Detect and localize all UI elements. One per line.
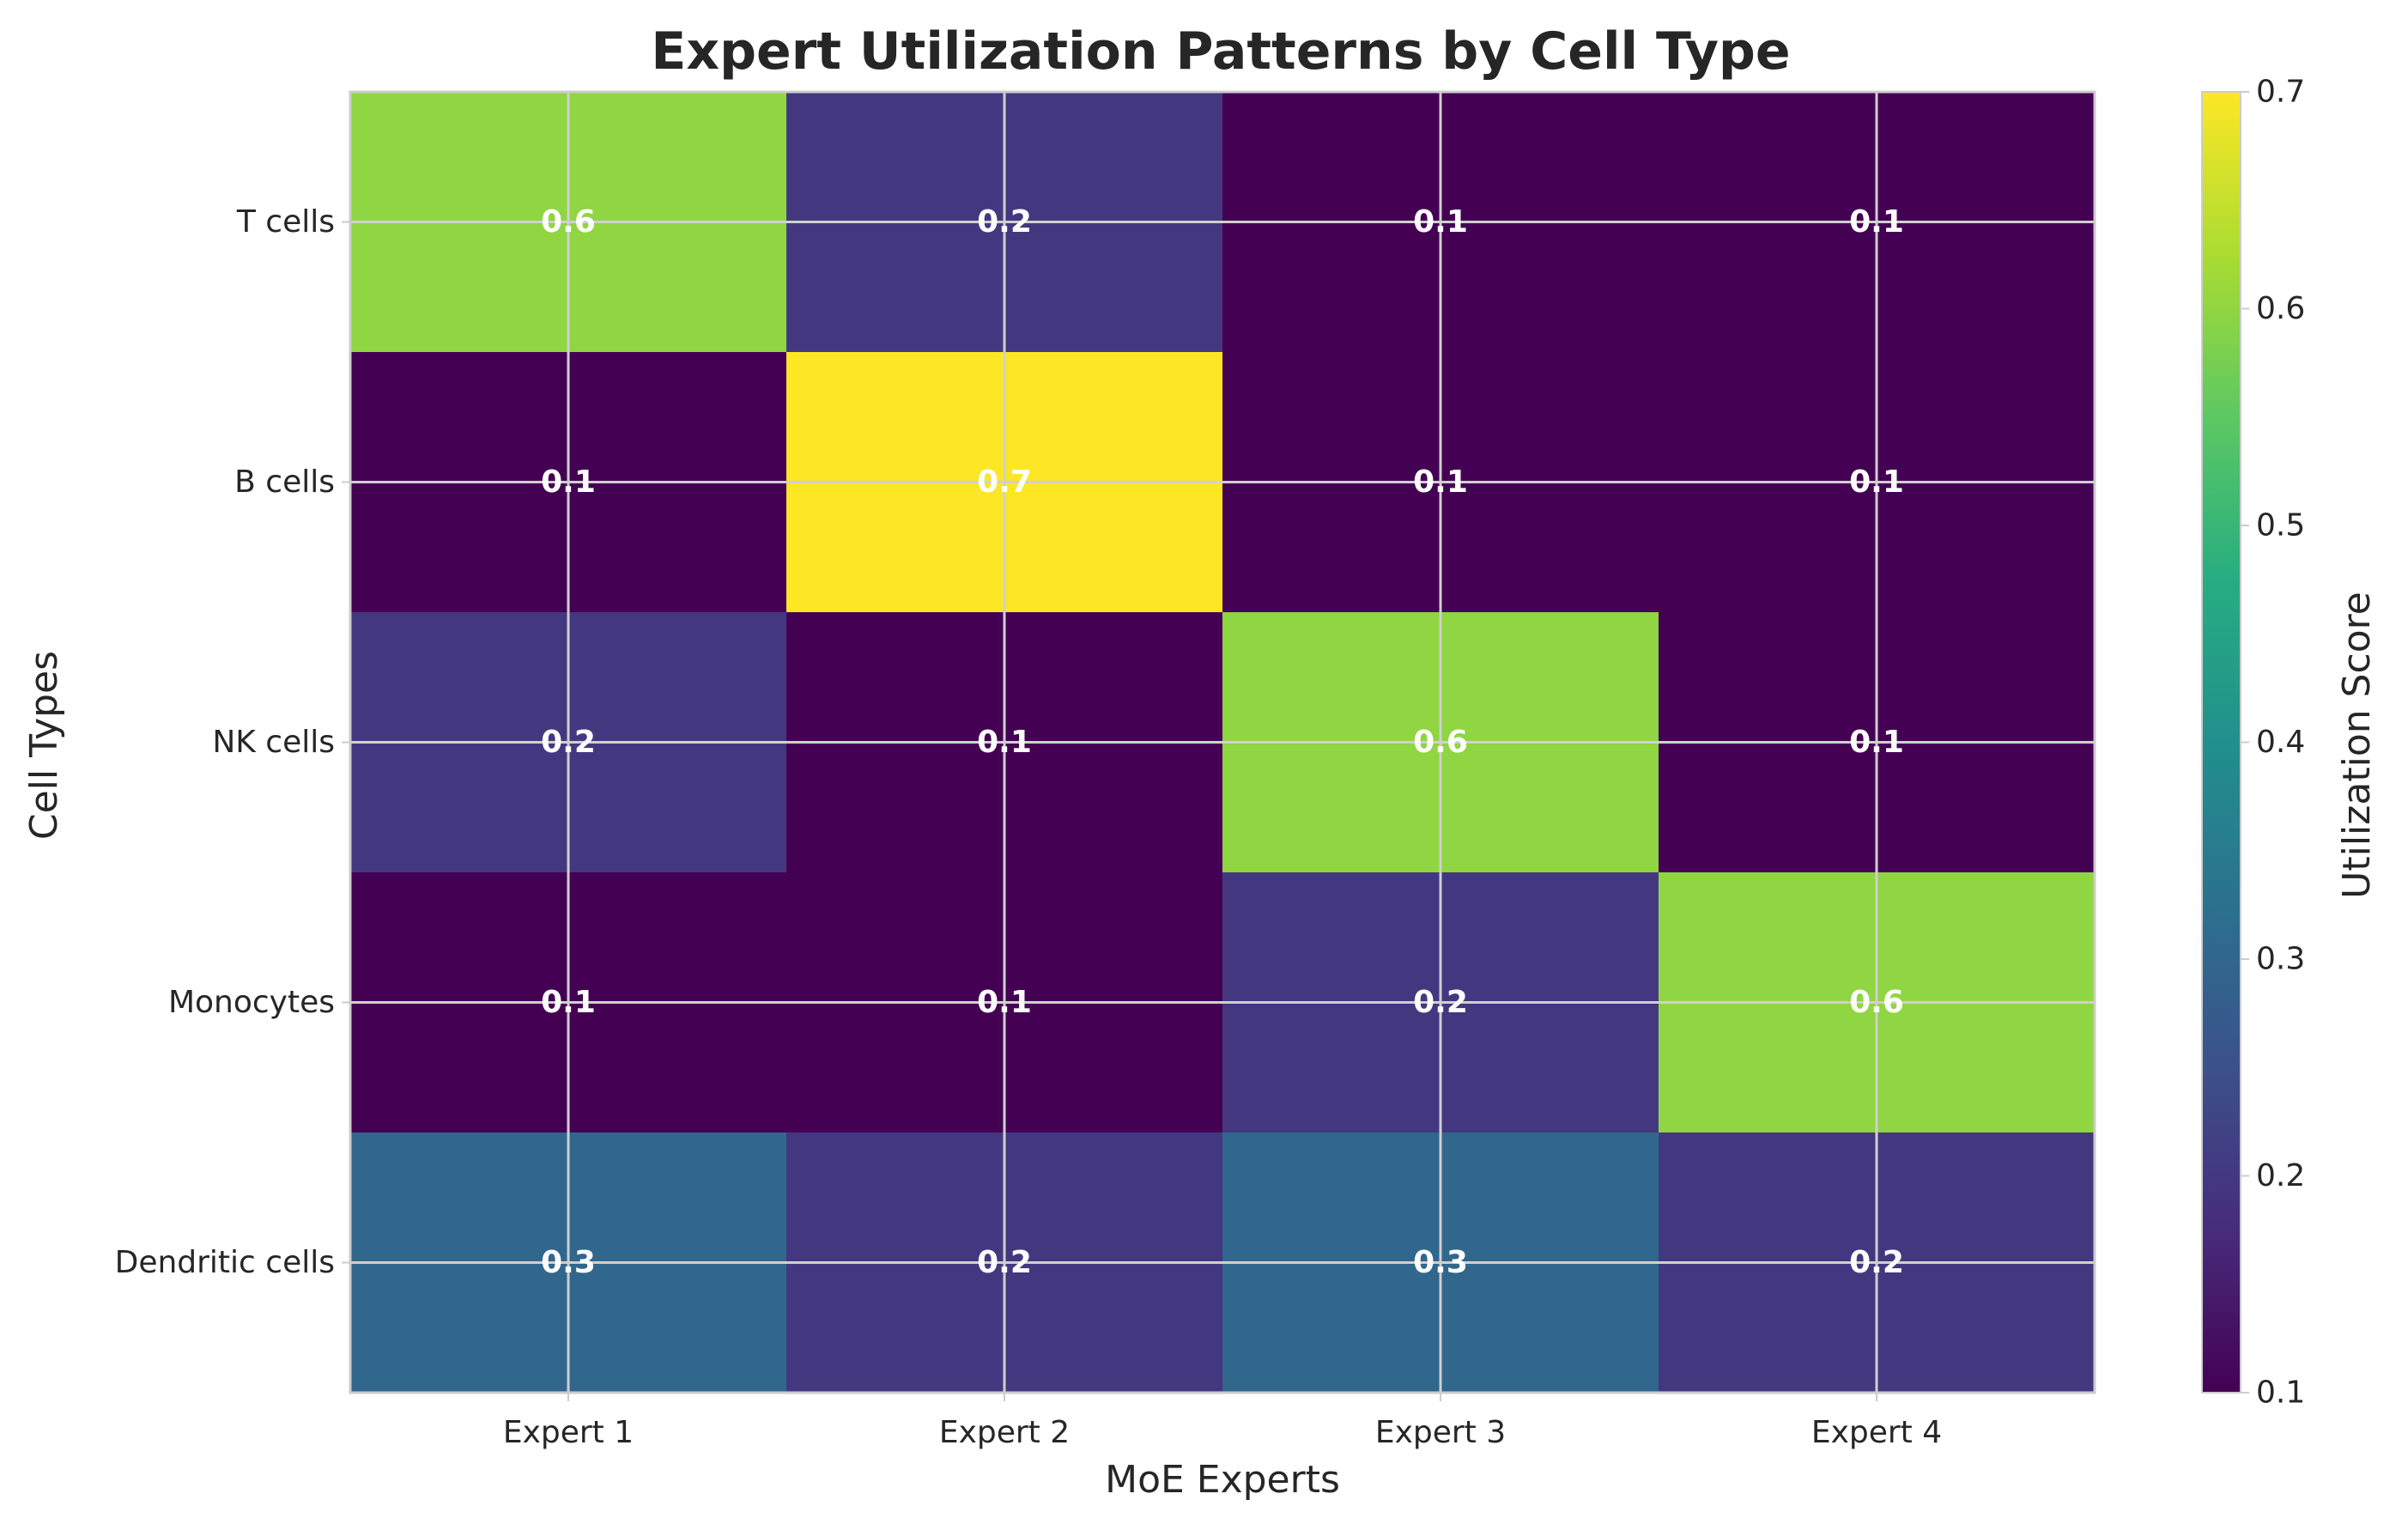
cell-value-label: 0.1	[541, 465, 596, 500]
cell-value-label: 0.1	[1849, 204, 1904, 240]
x-tick-label: Expert 4	[1811, 1415, 1942, 1450]
x-axis-ticks: Expert 1 Expert 2 Expert 3 Expert 4	[503, 1393, 1942, 1450]
colorbar-ticks: 0.1 0.2 0.3 0.4 0.5 0.6 0.7	[2241, 75, 2305, 1411]
cell-value-label: 0.3	[541, 1245, 596, 1280]
colorbar-tick-label: 0.6	[2256, 291, 2305, 326]
colorbar-tick-label: 0.5	[2256, 508, 2305, 543]
cell-value-label: 0.2	[1413, 985, 1468, 1020]
cell-value-label: 0.1	[977, 985, 1032, 1020]
cell-value-label: 0.6	[1413, 725, 1468, 760]
x-axis-label: MoE Experts	[1105, 1458, 1340, 1502]
cell-value-label: 0.6	[1849, 985, 1904, 1020]
cell-value-label: 0.1	[977, 725, 1032, 760]
x-tick-label: Expert 1	[503, 1415, 634, 1450]
x-tick-label: Expert 2	[939, 1415, 1070, 1450]
cell-value-label: 0.1	[1413, 204, 1468, 240]
cell-value-labels: 0.6 0.2 0.1 0.1 0.1 0.7 0.1 0.1 0.2 0.1 0.6 0.1 0.1 0…	[541, 204, 1904, 1280]
cell-value-label: 0.1	[1849, 725, 1904, 760]
colorbar-tick-label: 0.3	[2256, 942, 2305, 977]
colorbar	[2201, 91, 2241, 1394]
y-axis-label: Cell Types	[22, 651, 66, 840]
cell-value-label: 0.6	[541, 204, 596, 240]
cell-value-label: 0.2	[977, 1245, 1032, 1280]
cell-value-label: 0.3	[1413, 1245, 1468, 1280]
cell-value-label: 0.1	[1849, 465, 1904, 500]
cell-value-label: 0.7	[977, 465, 1032, 500]
y-tick-label: B cells	[234, 465, 335, 500]
y-tick-label: NK cells	[212, 725, 335, 760]
y-axis-ticks: T cells B cells NK cells Monocytes Dendritic…	[115, 204, 350, 1280]
colorbar-tick-label: 0.1	[2256, 1375, 2305, 1411]
cell-value-label: 0.1	[541, 985, 596, 1020]
y-tick-label: Dendritic cells	[115, 1245, 335, 1280]
cell-value-label: 0.2	[977, 204, 1032, 240]
chart-title: Expert Utilization Patterns by Cell Type	[651, 21, 1790, 82]
cell-value-label: 0.2	[1849, 1245, 1904, 1280]
x-tick-label: Expert 3	[1375, 1415, 1506, 1450]
cell-value-label: 0.1	[1413, 465, 1468, 500]
y-tick-label: T cells	[236, 204, 335, 240]
colorbar-tick-label: 0.2	[2256, 1158, 2305, 1193]
grid-lines	[350, 92, 2095, 1393]
colorbar-tick-label: 0.7	[2256, 75, 2305, 110]
colorbar-label: Utilization Score	[2335, 592, 2379, 899]
y-tick-label: Monocytes	[168, 985, 335, 1020]
cell-value-label: 0.2	[541, 725, 596, 760]
colorbar-tick-label: 0.4	[2256, 725, 2305, 760]
